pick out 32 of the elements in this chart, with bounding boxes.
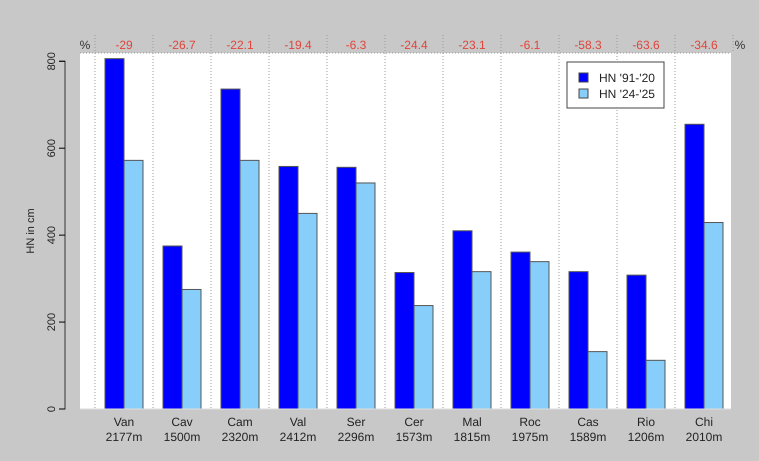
legend-label: HN '24-'25 — [599, 87, 656, 101]
text: -26.7 — [168, 38, 196, 52]
x-tick-label: Van 2177m — [106, 415, 142, 444]
x-tick-label: Cer 1573m — [396, 415, 432, 444]
text: -63.6 — [632, 38, 660, 52]
text: -29 — [115, 38, 133, 52]
text: -23.1 — [458, 38, 486, 52]
text: -24.4 — [400, 38, 428, 52]
text: -58.3 — [574, 38, 602, 52]
x-tick-label: Ser 2296m — [338, 415, 374, 444]
text: -34.6 — [690, 38, 718, 52]
text: -6.1 — [520, 38, 541, 52]
x-tick-label: Cav 1500m — [164, 415, 200, 444]
x-tick-label: Val 2412m — [280, 415, 316, 444]
text: % — [734, 38, 746, 52]
y-tick-label: 400 — [46, 226, 58, 244]
x-tick-label: Rio 1206m — [628, 415, 664, 444]
x-tick-label: Mal 1815m — [454, 415, 490, 444]
text: -19.4 — [284, 38, 312, 52]
legend-label: HN '91-'20 — [599, 71, 656, 85]
y-tick-label: 800 — [46, 52, 58, 70]
x-tick-label: Chi 2010m — [686, 415, 722, 444]
x-tick-label: Cas 1589m — [570, 415, 606, 444]
y-tick-label: 0 — [46, 406, 58, 412]
text: -6.3 — [346, 38, 367, 52]
x-tick-label: Cam 2320m — [222, 415, 258, 444]
y-axis-title: HN in cm — [25, 208, 37, 254]
y-tick-label: 600 — [46, 139, 58, 158]
text: % — [80, 38, 91, 52]
x-tick-label: Roc 1975m — [512, 415, 548, 444]
y-tick-label: 200 — [46, 312, 58, 332]
text: -22.1 — [226, 38, 254, 52]
